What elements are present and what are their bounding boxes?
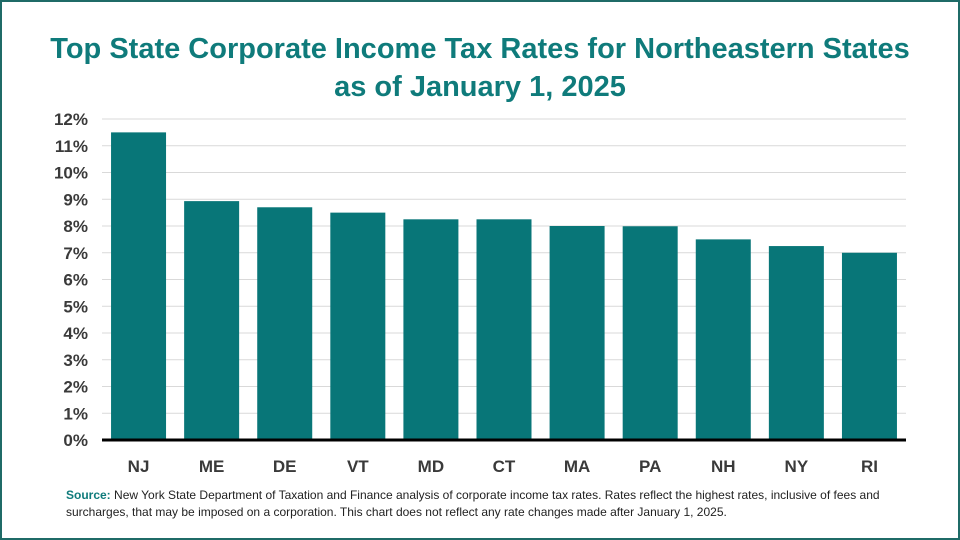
x-tick-label: ME: [199, 457, 225, 476]
y-tick-label: 12%: [54, 110, 88, 129]
bar-ri: [841, 252, 897, 440]
x-tick-label: PA: [639, 457, 661, 476]
x-tick-label: NY: [785, 457, 809, 476]
y-tick-label: 6%: [63, 271, 88, 290]
y-tick-label: 4%: [63, 324, 88, 343]
y-tick-label: 7%: [63, 244, 88, 263]
bar-me: [184, 201, 240, 440]
bar-nj: [111, 132, 167, 440]
bar-md: [403, 219, 459, 440]
y-tick-label: 11%: [55, 137, 88, 156]
bar-pa: [622, 226, 678, 440]
y-tick-label: 3%: [63, 351, 88, 370]
y-tick-label: 5%: [63, 297, 88, 316]
x-tick-label: NH: [711, 457, 736, 476]
x-tick-label: VT: [347, 457, 369, 476]
y-tick-label: 10%: [54, 164, 88, 183]
source-text: New York State Department of Taxation an…: [66, 488, 880, 519]
x-tick-label: NJ: [128, 457, 150, 476]
bar-nh: [695, 239, 751, 440]
x-tick-label: DE: [273, 457, 297, 476]
chart-title-line-2: as of January 1, 2025: [334, 71, 626, 103]
x-tick-label: MD: [418, 457, 444, 476]
x-tick-label: CT: [493, 457, 516, 476]
y-tick-label: 2%: [63, 378, 88, 397]
y-tick-label: 1%: [63, 404, 88, 423]
source-label: Source:: [66, 488, 111, 502]
x-tick-label: MA: [564, 457, 590, 476]
y-tick-label: 8%: [63, 217, 88, 236]
chart-title-line-1: Top State Corporate Income Tax Rates for…: [50, 33, 910, 65]
chart-title: Top State Corporate Income Tax Rates for…: [0, 30, 960, 106]
bar-de: [257, 207, 313, 440]
bar-vt: [330, 212, 386, 440]
bar-ny: [768, 246, 824, 440]
source-note: Source: New York State Department of Tax…: [66, 487, 916, 521]
y-tick-label: 9%: [63, 190, 88, 209]
y-tick-label: 0%: [63, 431, 88, 450]
bar-ma: [549, 226, 605, 440]
bar-ct: [476, 219, 532, 440]
x-tick-label: RI: [861, 457, 878, 476]
